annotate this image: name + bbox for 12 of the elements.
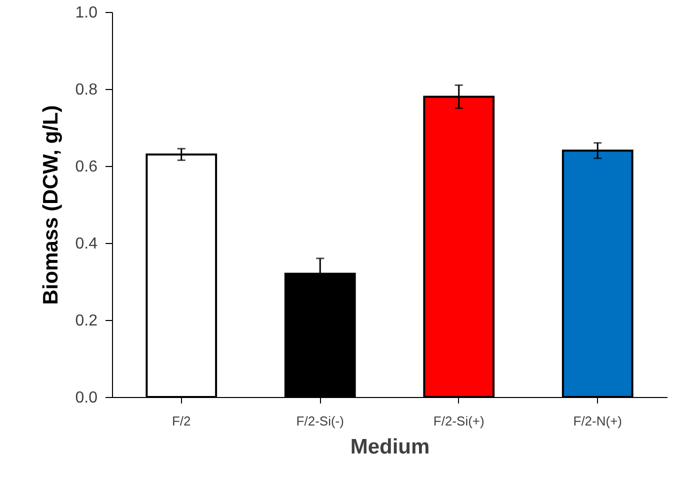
y-tick-label: 0.2 bbox=[75, 312, 98, 330]
x-tick-label: F/2-Si(+) bbox=[433, 414, 484, 428]
x-tick-label: F/2-N(+) bbox=[573, 414, 622, 428]
x-tick-label: F/2 bbox=[172, 414, 191, 428]
y-tick-label: 0.4 bbox=[75, 236, 98, 252]
y-tick-label: 1.0 bbox=[75, 4, 98, 22]
x-axis-title: Medium bbox=[350, 436, 430, 458]
y-axis-title: Biomass (DCW, g/L) bbox=[39, 105, 62, 305]
y-tick-label: 0.6 bbox=[75, 158, 98, 176]
x-tick-label: F/2-Si(-) bbox=[296, 414, 344, 428]
y-tick-label: 0.8 bbox=[75, 82, 98, 98]
y-tick-label: 0.0 bbox=[75, 390, 98, 406]
